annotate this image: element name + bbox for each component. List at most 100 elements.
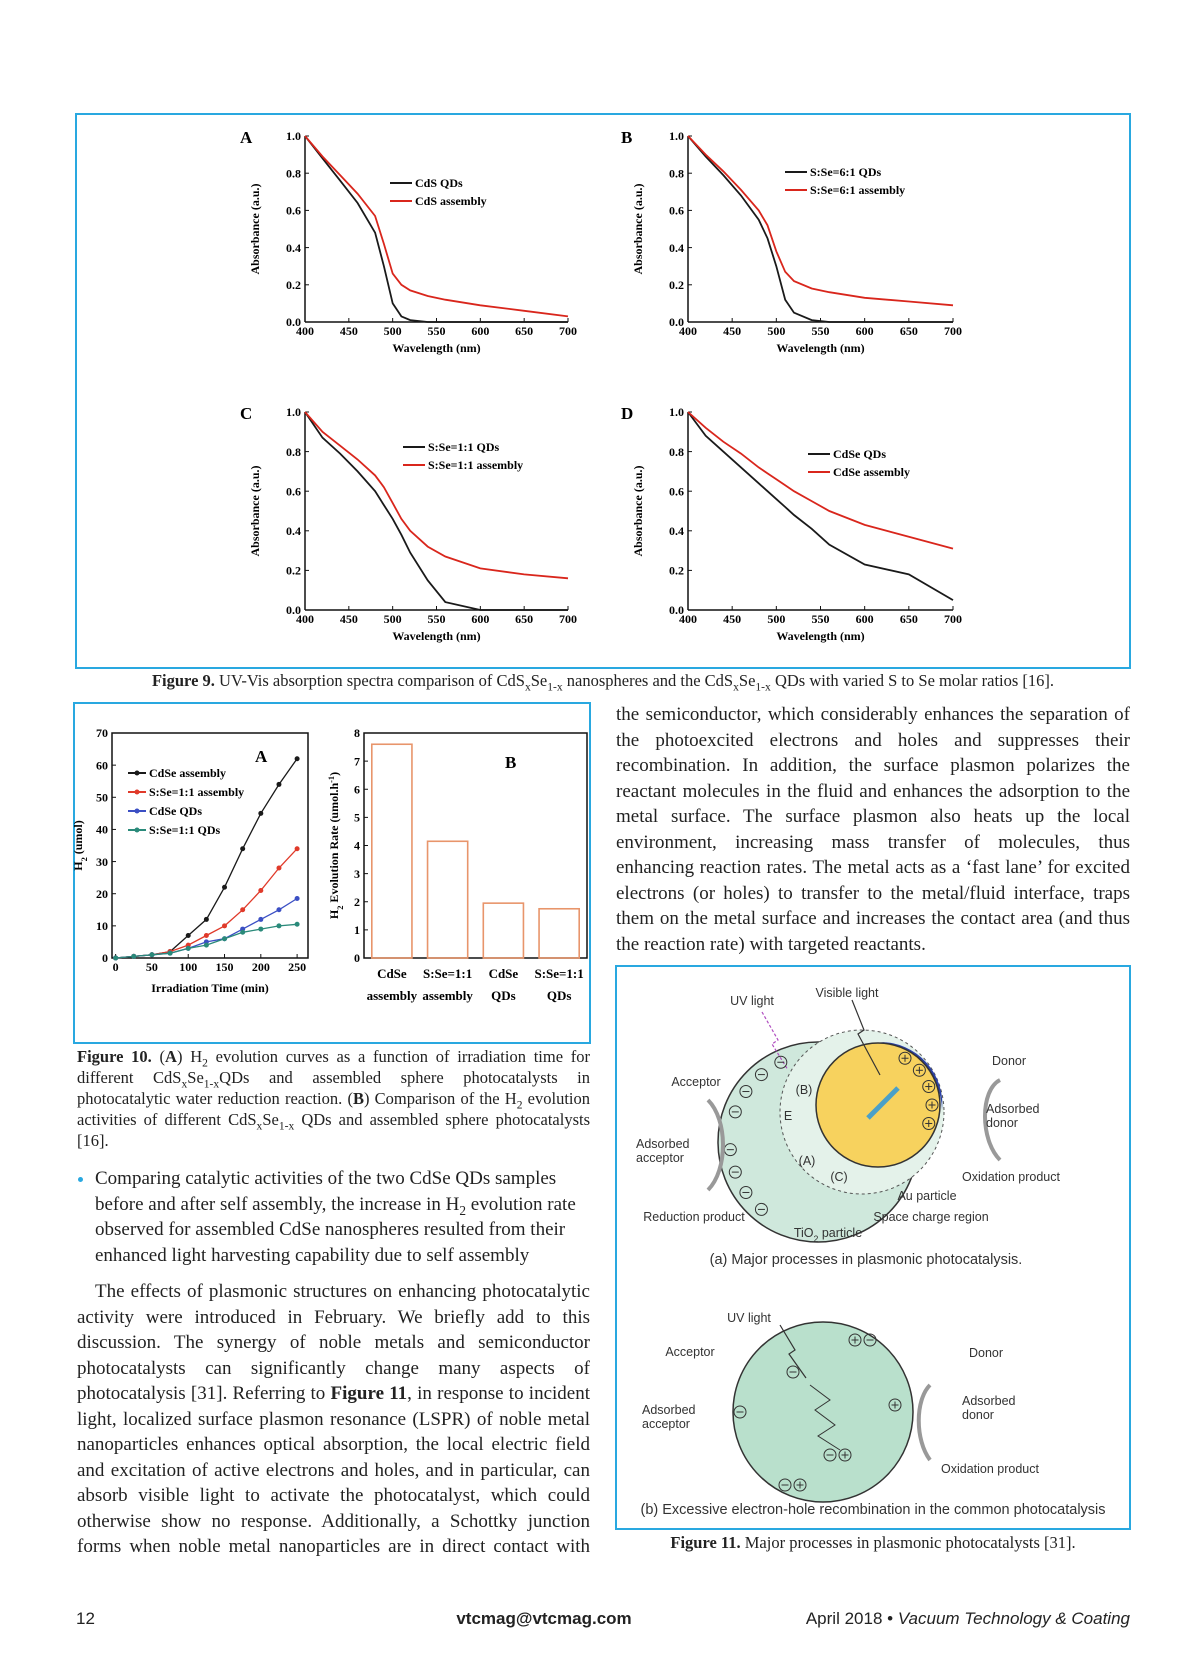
- text: , in response to incident light, localiz…: [77, 1383, 590, 1557]
- x-axis-label: Wavelength (nm): [392, 341, 480, 355]
- y-tick-label: 0.8: [286, 445, 301, 459]
- point: [167, 950, 173, 956]
- text-part: H: [71, 861, 85, 871]
- caption-text: evolution curves as a function of irradi…: [77, 1047, 590, 1087]
- series-line: [687, 135, 954, 307]
- caption-text: Se: [262, 1110, 279, 1129]
- caption-label: Figure 10.: [77, 1047, 152, 1066]
- x-tick-label: 650: [515, 612, 533, 626]
- caption-text: nanospheres and the CdS: [562, 671, 734, 690]
- legend-label: S:Se=6:1 assembly: [810, 183, 905, 197]
- plot-frame: [363, 732, 588, 959]
- subscript: 2: [336, 906, 345, 910]
- y-axis-label: H2 Evolution Rate (umol.h-1): [327, 772, 345, 919]
- subscript: 1-x: [278, 1120, 295, 1133]
- date: April 2018: [805, 1609, 883, 1628]
- point: [240, 907, 246, 913]
- diagram-label: Oxidation product: [962, 1170, 1061, 1184]
- figure-9-box: [75, 113, 1131, 669]
- photocatalyst-particle: [732, 1321, 914, 1503]
- x-tick-label: 600: [471, 612, 489, 626]
- diagram-label: donor: [962, 1408, 994, 1422]
- subscript: 1-x: [755, 681, 771, 694]
- y-tick-label: 0.8: [669, 166, 684, 180]
- diagram-label: Adsorbed: [636, 1137, 690, 1151]
- subscript: 2: [202, 1057, 208, 1070]
- caption-text: Major processes in plasmonic photocataly…: [740, 1533, 1076, 1552]
- legend-label: CdSe QDs: [149, 804, 202, 818]
- y-tick-label: 0.0: [286, 315, 301, 329]
- x-tick-label: 700: [559, 612, 577, 626]
- legend-marker: [134, 789, 140, 795]
- subscript: x: [524, 681, 531, 694]
- charge-symbol: [774, 1055, 788, 1069]
- caption-text: Se: [530, 671, 548, 690]
- bullet-list: Comparing catalytic activities of the tw…: [77, 1166, 590, 1268]
- x-tick-label: 500: [767, 612, 785, 626]
- text: Comparing catalytic activities of the tw…: [95, 1168, 557, 1215]
- y-tick-label: 30: [96, 855, 108, 869]
- diagram-label: Reduction product: [643, 1210, 745, 1224]
- text-part: (umol): [71, 820, 85, 857]
- uv-arrow: [761, 1011, 789, 1071]
- x-tick-label: 50: [146, 960, 158, 974]
- x-tick-label: 100: [179, 960, 197, 974]
- x-tick-label: 650: [900, 612, 918, 626]
- diagram-label: Donor: [992, 1054, 1026, 1068]
- x-axis-label: Wavelength (nm): [776, 341, 864, 355]
- point: [203, 933, 209, 938]
- charge-symbol: [898, 1051, 912, 1065]
- caption-text: (: [151, 1047, 166, 1066]
- y-axis-label: Absorbance (a.u.): [248, 465, 262, 556]
- y-tick-label: 60: [96, 758, 108, 772]
- x-tick-label: 400: [296, 612, 314, 626]
- caption-text: Se: [187, 1068, 204, 1087]
- plot-frame: [111, 732, 309, 959]
- charge-symbol: [863, 1333, 877, 1347]
- x-tick-label: 450: [723, 324, 741, 338]
- x-tick-label: QDs: [547, 988, 572, 1003]
- point: [113, 955, 119, 961]
- x-tick-label: 700: [944, 612, 962, 626]
- point: [240, 929, 246, 935]
- legend-label: CdSe assembly: [833, 465, 910, 479]
- point: [185, 933, 191, 938]
- caption-text: A: [165, 1047, 177, 1066]
- x-tick-label: assembly: [422, 988, 473, 1003]
- x-tick-label: 400: [679, 612, 697, 626]
- caption-label: Figure 9.: [151, 671, 215, 690]
- y-tick-label: 0.2: [286, 278, 301, 292]
- text-part: Evolution Rate (umol.h: [327, 783, 341, 906]
- diagram-label: Adsorbed: [986, 1102, 1040, 1116]
- x-tick-label: 550: [812, 324, 830, 338]
- supscript: -1: [327, 776, 336, 783]
- point: [294, 756, 300, 762]
- x-axis-label: Wavelength (nm): [776, 629, 864, 643]
- caption-text: QDs and assembled sphere photocatalysts …: [77, 1110, 590, 1150]
- charge-symbol: [912, 1063, 926, 1077]
- y-tick-label: 0.4: [669, 524, 684, 538]
- diagram-label: donor: [986, 1116, 1018, 1130]
- caption-text: UV-Vis absorption spectra comparison of …: [214, 671, 525, 690]
- x-tick-label: 400: [296, 324, 314, 338]
- x-tick-label: 450: [340, 324, 358, 338]
- figure-11-box: [615, 965, 1131, 1530]
- series-line: [304, 411, 569, 580]
- diagram-label: Space charge region: [873, 1210, 988, 1224]
- y-axis-label: Absorbance (a.u.): [631, 183, 645, 274]
- charge-symbol: [838, 1448, 852, 1462]
- point: [258, 888, 264, 893]
- legend-label: CdS assembly: [415, 194, 487, 208]
- x-tick-label: 700: [559, 324, 577, 338]
- charge-symbol: [754, 1202, 768, 1216]
- figure-9-caption: Figure 9. UV-Vis absorption spectra comp…: [76, 670, 1130, 694]
- y-tick-label: 7: [354, 754, 360, 768]
- y-tick-label: 4: [354, 839, 360, 853]
- x-tick-label: 550: [428, 612, 446, 626]
- point: [258, 810, 264, 816]
- charge-symbol: [848, 1333, 862, 1347]
- y-tick-label: 0.0: [669, 603, 684, 617]
- charge-symbol: [733, 1405, 747, 1419]
- legend-label: S:Se=1:1 QDs: [428, 440, 500, 454]
